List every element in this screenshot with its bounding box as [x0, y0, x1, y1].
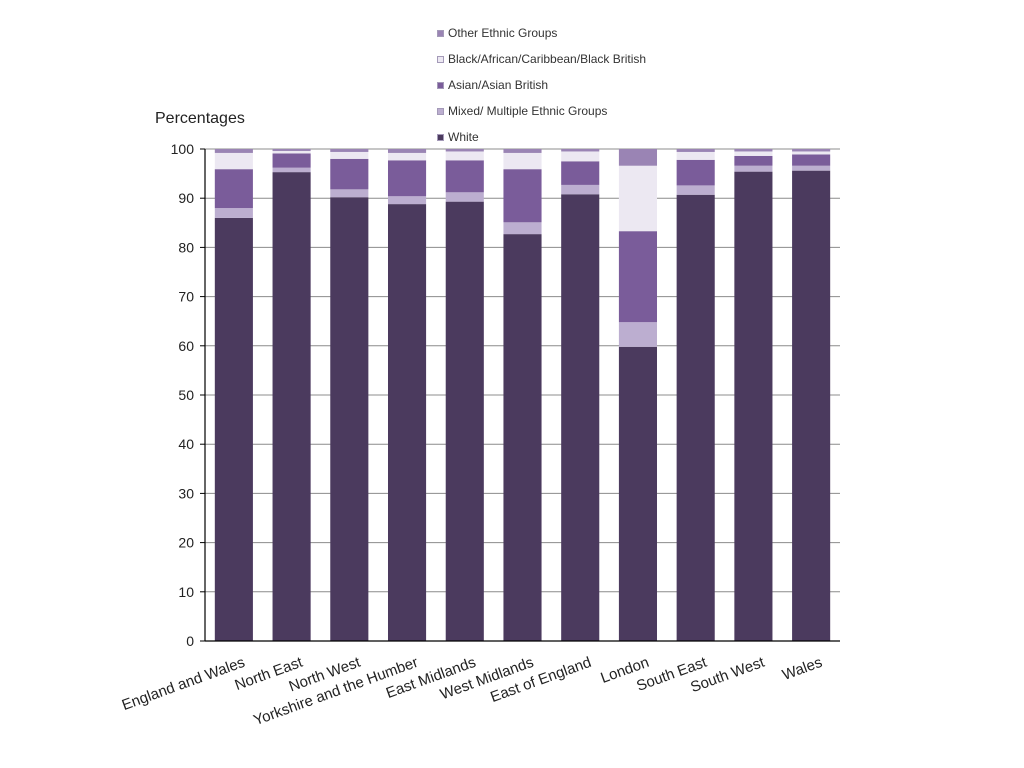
bar-segment-0-7	[618, 346, 658, 641]
legend-label-black: Black/African/Caribbean/Black British	[448, 52, 647, 66]
bar-segment-2-3	[387, 160, 427, 197]
bar-segment-2-0	[214, 169, 253, 209]
bar-segment-3-8	[676, 151, 715, 160]
y-tick-label-90: 90	[178, 190, 194, 206]
bar-segment-1-9	[734, 165, 773, 172]
bar-segment-4-6	[561, 149, 600, 152]
legend-swatch-white	[437, 133, 444, 141]
bar-segment-3-3	[387, 152, 427, 161]
bar-segment-3-7	[618, 165, 658, 232]
bar-segment-0-2	[330, 197, 369, 641]
legend-label-other: Other Ethnic Groups	[448, 26, 558, 40]
bar-segment-2-1	[272, 153, 311, 168]
bar-segment-4-0	[214, 149, 253, 153]
bar-segment-0-0	[214, 217, 253, 641]
bar-segment-0-5	[503, 234, 542, 641]
bar-segment-3-4	[445, 151, 484, 161]
y-tick-label-10: 10	[178, 584, 194, 600]
legend-swatch-other	[437, 29, 444, 37]
bar-segment-1-6	[561, 184, 600, 195]
y-tick-label-100: 100	[171, 141, 195, 157]
y-tick-label-20: 20	[178, 535, 194, 551]
y-tick-label-0: 0	[186, 633, 194, 649]
bar-segment-4-4	[445, 149, 484, 152]
bar-segment-4-7	[618, 149, 658, 166]
legend-item-white: White	[437, 124, 646, 150]
x-tick-label-10: Wales	[780, 654, 824, 684]
legend-item-other: Other Ethnic Groups	[437, 20, 646, 46]
bar-segment-3-1	[272, 150, 311, 154]
legend-label-mixed: Mixed/ Multiple Ethnic Groups	[448, 104, 608, 118]
bar-segment-3-6	[561, 151, 600, 162]
bar-segment-0-10	[792, 170, 831, 641]
bar-segment-1-5	[503, 222, 542, 235]
bar-segment-4-2	[330, 149, 369, 152]
y-axis-title: Percentages	[155, 110, 245, 127]
bar-segment-2-5	[503, 169, 542, 223]
bar-segment-1-10	[792, 165, 831, 171]
bar-segment-1-2	[330, 189, 369, 198]
bar-segment-2-8	[676, 159, 715, 186]
bar-segment-3-9	[734, 151, 773, 156]
bar-segment-4-3	[387, 149, 427, 153]
legend-swatch-black	[437, 55, 444, 63]
bar-segment-1-8	[676, 185, 715, 195]
bar-segment-1-7	[618, 322, 658, 347]
bar-segment-0-6	[561, 194, 600, 641]
legend-swatch-mixed	[437, 107, 444, 115]
y-tick-label-30: 30	[178, 485, 194, 501]
legend-item-black: Black/African/Caribbean/Black British	[437, 46, 646, 72]
bar-segment-3-0	[214, 152, 253, 170]
legend-label-asian: Asian/Asian British	[448, 78, 549, 92]
bar-segment-0-1	[272, 172, 311, 641]
bar-segment-1-4	[445, 192, 484, 202]
legend-item-mixed: Mixed/ Multiple Ethnic Groups	[437, 98, 646, 124]
bar-segment-2-10	[792, 154, 831, 166]
bar-segment-0-8	[676, 194, 715, 642]
bar-segment-1-3	[387, 196, 427, 205]
bar-segment-2-2	[330, 158, 369, 190]
bar-segment-2-7	[618, 231, 658, 323]
legend-item-asian: Asian/Asian British	[437, 72, 646, 98]
bar-segment-4-1	[272, 149, 311, 151]
y-tick-label-70: 70	[178, 289, 194, 305]
y-tick-label-60: 60	[178, 338, 194, 354]
bar-segment-4-8	[676, 149, 715, 152]
bar-segment-2-9	[734, 155, 773, 166]
bar-segment-2-4	[445, 160, 484, 193]
bar-segment-4-5	[503, 149, 542, 153]
bar-segment-4-9	[734, 149, 773, 152]
bar-segment-3-10	[792, 151, 831, 155]
legend-swatch-asian	[437, 81, 444, 89]
bar-segment-3-5	[503, 152, 542, 170]
bar-segment-0-4	[445, 201, 484, 642]
x-tick-label-0: England and Wales	[120, 654, 248, 714]
y-tick-label-50: 50	[178, 387, 194, 403]
legend: Other Ethnic Groups Black/African/Caribb…	[437, 20, 646, 150]
bar-segment-3-2	[330, 151, 369, 159]
legend-label-white: White	[448, 130, 479, 144]
bar-segment-0-9	[734, 171, 773, 641]
bar-segment-4-10	[792, 149, 831, 152]
bar-segment-2-6	[561, 161, 600, 185]
y-tick-label-40: 40	[178, 436, 194, 452]
bar-segment-1-1	[272, 167, 311, 173]
y-tick-label-80: 80	[178, 239, 194, 255]
bar-segment-0-3	[387, 204, 427, 641]
bar-segment-1-0	[214, 208, 253, 218]
